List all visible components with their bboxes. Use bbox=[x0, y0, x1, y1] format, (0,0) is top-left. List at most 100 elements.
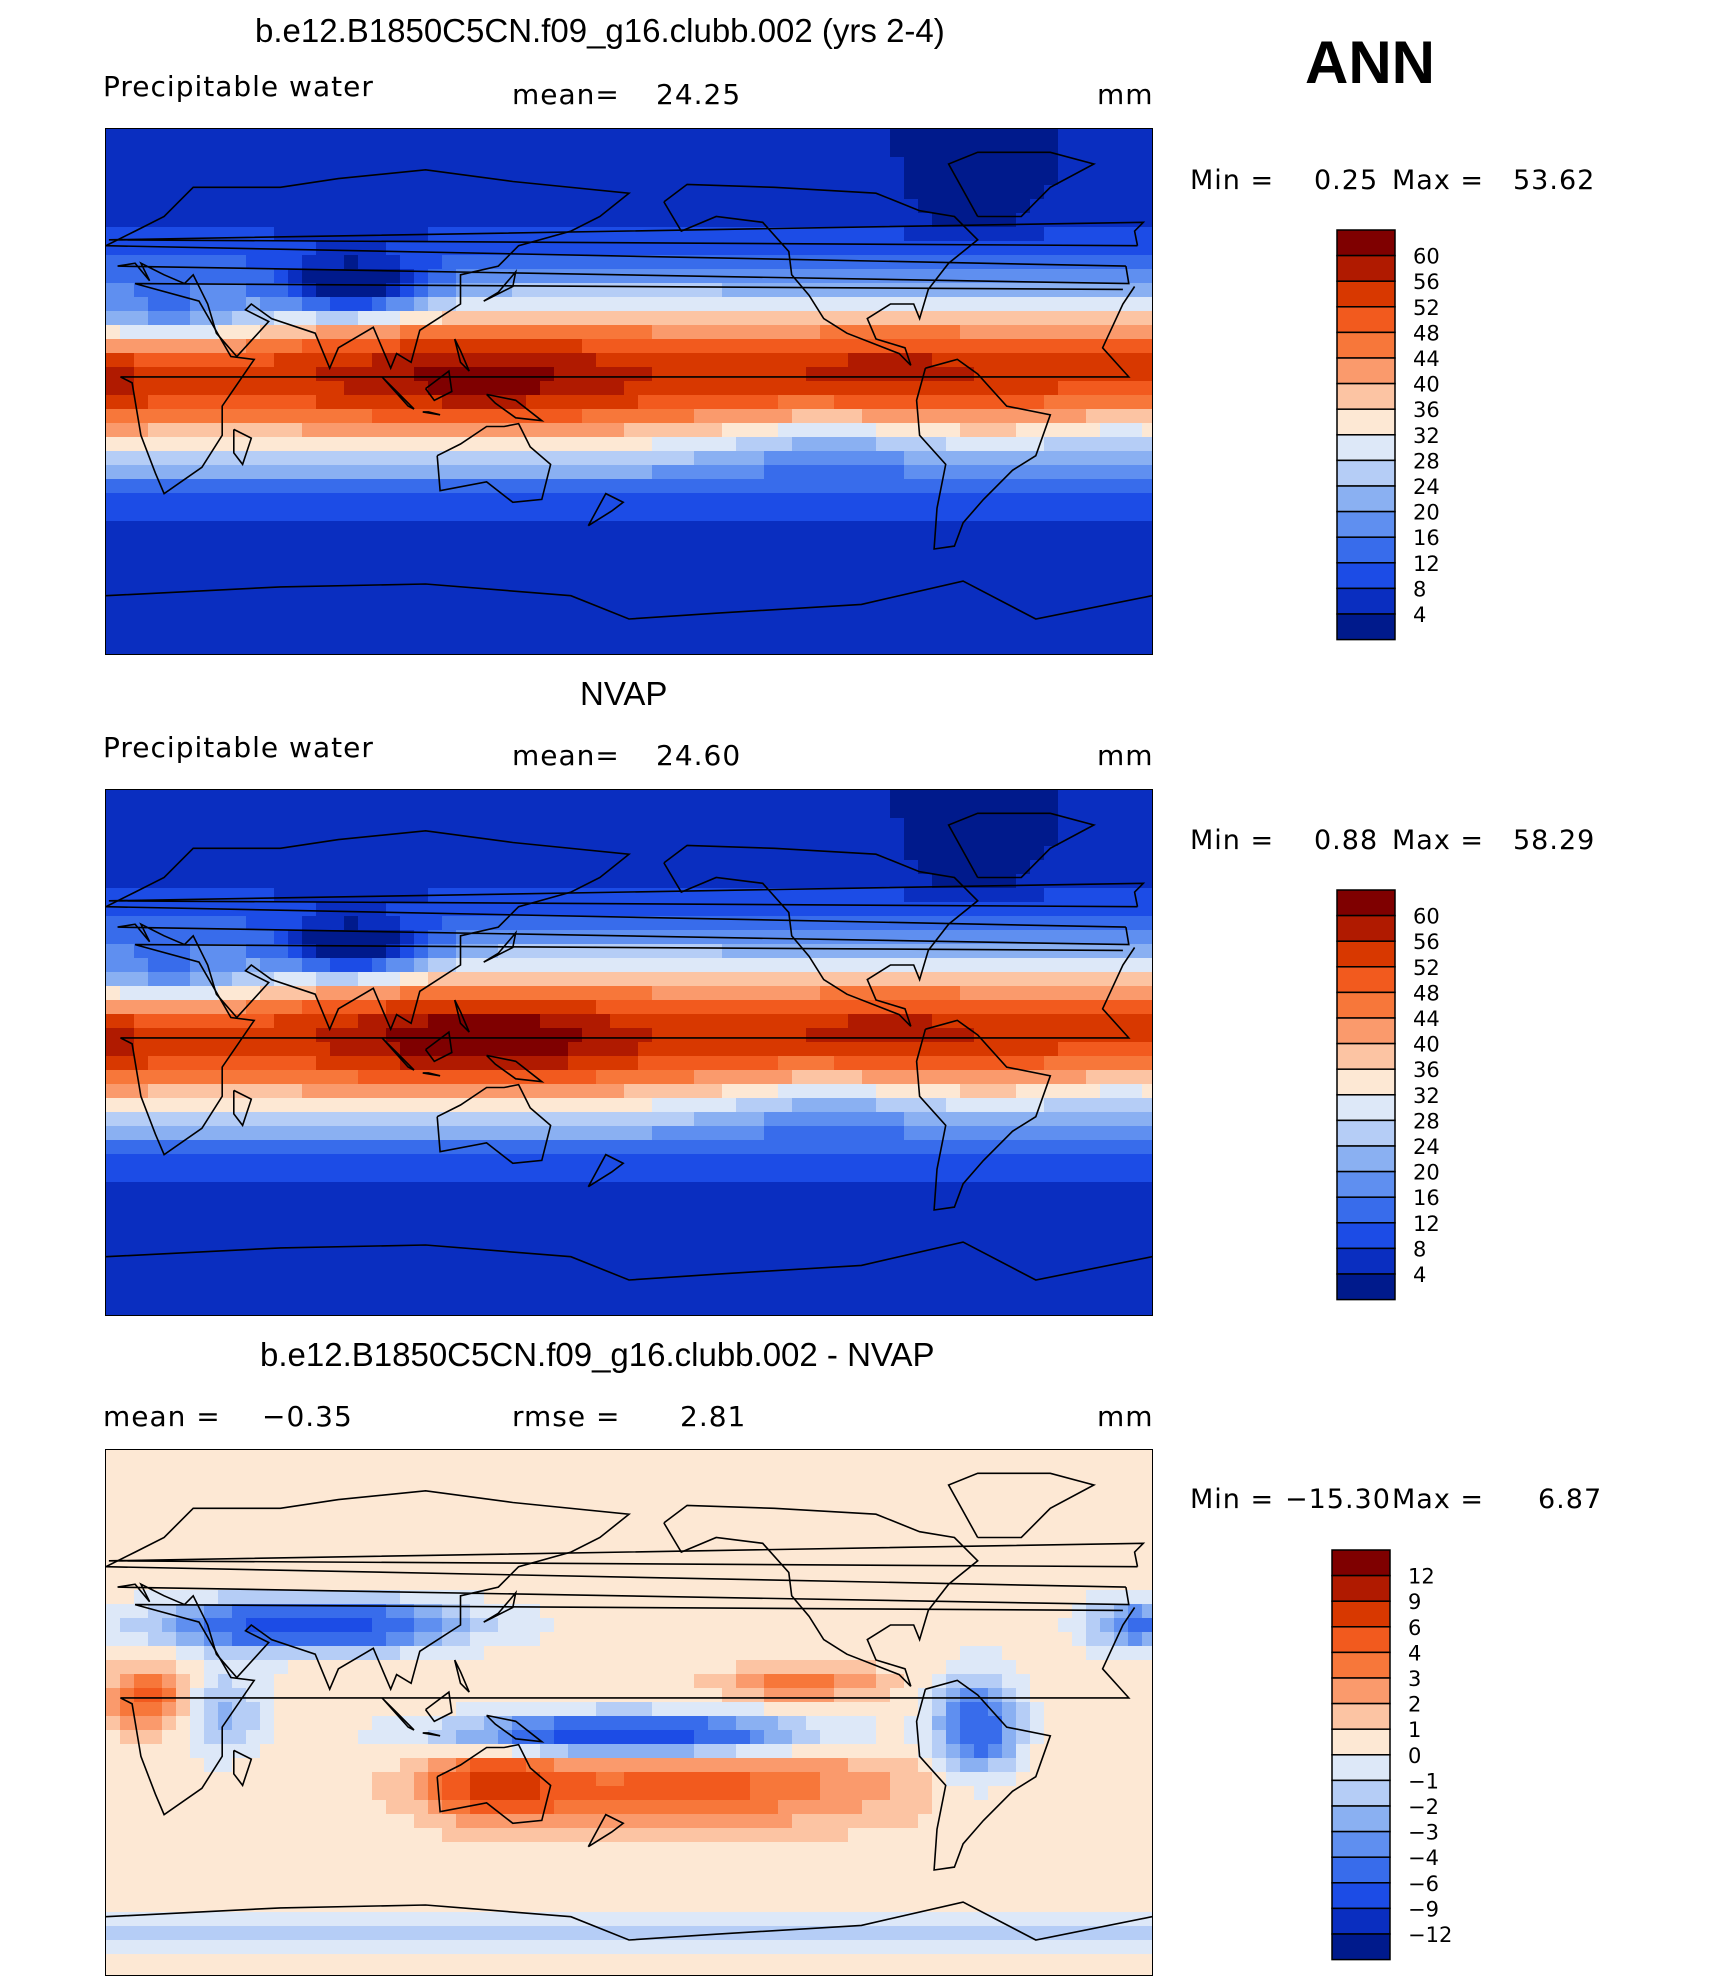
field-cell bbox=[918, 465, 933, 480]
field-cell bbox=[330, 143, 345, 158]
field-cell bbox=[372, 1126, 387, 1141]
field-cell bbox=[148, 804, 163, 819]
field-cell bbox=[568, 944, 583, 959]
field-cell bbox=[596, 479, 611, 494]
field-cell bbox=[456, 972, 471, 987]
field-cell bbox=[736, 535, 751, 550]
field-cell bbox=[834, 605, 849, 620]
field-cell bbox=[624, 339, 639, 354]
field-cell bbox=[456, 325, 471, 340]
field-cell bbox=[792, 353, 807, 368]
field-cell bbox=[540, 479, 555, 494]
field-cell bbox=[638, 1084, 653, 1099]
field-cell bbox=[456, 143, 471, 158]
field-cell bbox=[834, 790, 849, 805]
field-cell bbox=[1030, 255, 1045, 270]
field-cell bbox=[428, 1042, 443, 1057]
field-cell bbox=[106, 535, 121, 550]
field-cell bbox=[666, 605, 681, 620]
field-cell bbox=[834, 353, 849, 368]
field-cell bbox=[890, 381, 905, 396]
field-cell bbox=[1044, 171, 1059, 186]
field-cell bbox=[526, 451, 541, 466]
colorbar-tick-label: 56 bbox=[1413, 270, 1440, 294]
field-cell bbox=[848, 1098, 863, 1113]
field-cell bbox=[330, 1070, 345, 1085]
field-cell bbox=[386, 311, 401, 326]
field-cell bbox=[176, 521, 191, 536]
field-cell bbox=[1002, 437, 1017, 452]
field-cell bbox=[372, 1042, 387, 1057]
field-cell bbox=[302, 790, 317, 805]
field-cell bbox=[232, 465, 247, 480]
field-cell bbox=[218, 269, 233, 284]
field-cell bbox=[876, 1056, 891, 1071]
field-cell bbox=[218, 1154, 233, 1169]
field-cell bbox=[498, 521, 513, 536]
field-cell bbox=[204, 1028, 219, 1043]
field-cell bbox=[890, 1140, 905, 1155]
field-cell bbox=[330, 846, 345, 861]
field-cell bbox=[232, 129, 247, 144]
field-cell bbox=[876, 832, 891, 847]
field-cell bbox=[1086, 213, 1101, 228]
field-cell bbox=[876, 563, 891, 578]
field-cell bbox=[386, 493, 401, 508]
field-cell bbox=[148, 860, 163, 875]
field-cell bbox=[246, 1000, 261, 1015]
field-cell bbox=[974, 353, 989, 368]
field-cell bbox=[232, 1154, 247, 1169]
field-cell bbox=[918, 605, 933, 620]
field-cell bbox=[960, 1098, 975, 1113]
field-cell bbox=[680, 437, 695, 452]
field-cell bbox=[1058, 353, 1073, 368]
field-cell bbox=[974, 902, 989, 917]
field-cell bbox=[484, 619, 499, 634]
field-cell bbox=[120, 493, 135, 508]
field-cell bbox=[806, 521, 821, 536]
field-cell bbox=[1030, 451, 1045, 466]
field-cell bbox=[666, 353, 681, 368]
field-cell bbox=[386, 1154, 401, 1169]
field-cell bbox=[316, 563, 331, 578]
field-cell bbox=[778, 311, 793, 326]
field-cell bbox=[358, 888, 373, 903]
field-cell bbox=[1058, 1056, 1073, 1071]
field-cell bbox=[554, 1070, 569, 1085]
field-cell bbox=[792, 129, 807, 144]
field-cell bbox=[442, 171, 457, 186]
field-cell bbox=[414, 1042, 429, 1057]
field-cell bbox=[498, 339, 513, 354]
field-cell bbox=[764, 213, 779, 228]
field-cell bbox=[218, 647, 233, 654]
field-cell bbox=[260, 1140, 275, 1155]
field-cell bbox=[344, 563, 359, 578]
field-cell bbox=[708, 157, 723, 172]
field-cell bbox=[974, 605, 989, 620]
field-cell bbox=[974, 832, 989, 847]
field-cell bbox=[736, 171, 751, 186]
field-cell bbox=[190, 381, 205, 396]
field-cell bbox=[932, 633, 947, 648]
field-cell bbox=[540, 846, 555, 861]
field-cell bbox=[764, 986, 779, 1001]
field-cell bbox=[820, 832, 835, 847]
field-cell bbox=[456, 577, 471, 592]
field-cell bbox=[918, 367, 933, 382]
field-cell bbox=[554, 199, 569, 214]
field-cell bbox=[610, 874, 625, 889]
field-cell bbox=[582, 1084, 597, 1099]
field-cell bbox=[120, 269, 135, 284]
field-cell bbox=[778, 1126, 793, 1141]
field-cell bbox=[512, 367, 527, 382]
field-cell bbox=[176, 860, 191, 875]
field-cell bbox=[680, 619, 695, 634]
field-cell bbox=[582, 465, 597, 480]
field-cell bbox=[638, 860, 653, 875]
field-cell bbox=[694, 1084, 709, 1099]
field-cell bbox=[358, 1140, 373, 1155]
field-cell bbox=[204, 213, 219, 228]
field-cell bbox=[680, 353, 695, 368]
field-cell bbox=[904, 129, 919, 144]
field-cell bbox=[862, 507, 877, 522]
